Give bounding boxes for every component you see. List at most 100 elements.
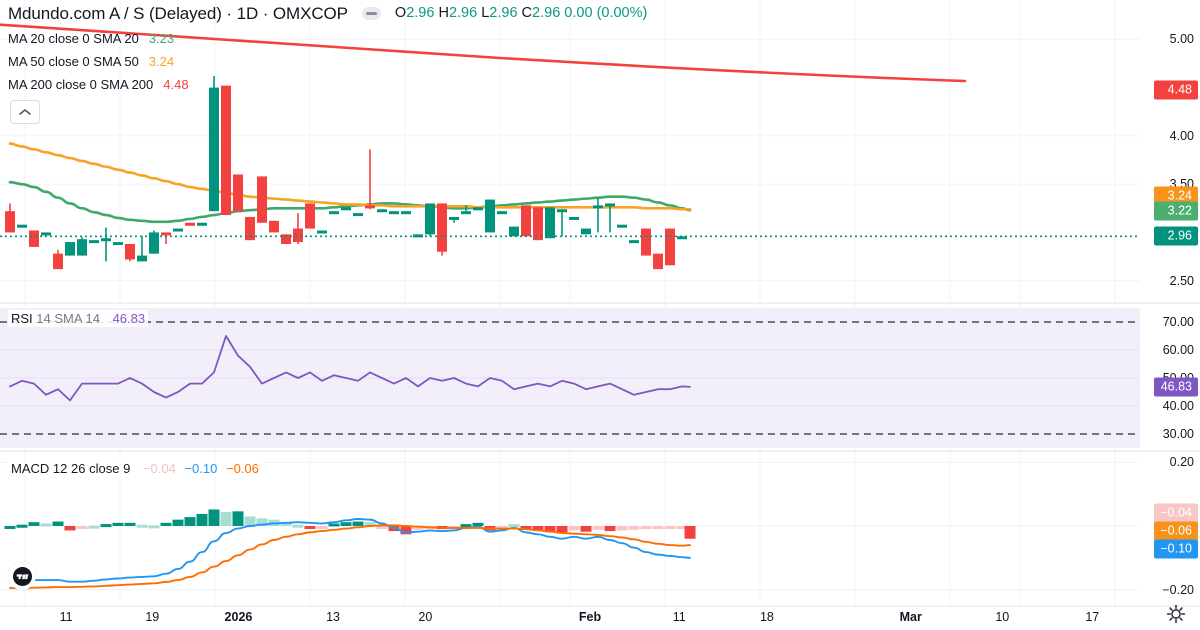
- macd-histogram-bar: [376, 526, 388, 529]
- macd-badge-macd: −0.10: [1154, 539, 1198, 559]
- macd-histogram-bar: [184, 517, 196, 526]
- candle-body: [413, 234, 423, 238]
- macd-histogram-bar: [28, 522, 40, 526]
- macd-slow: 26: [71, 461, 86, 476]
- gear-icon[interactable]: [1166, 604, 1186, 624]
- candle-body: [353, 213, 363, 217]
- macd-histogram-bar: [352, 521, 364, 526]
- candle-body: [341, 207, 351, 211]
- price-badge-last: 2.96: [1154, 226, 1198, 246]
- ohlc-close-value: 2.96: [532, 5, 561, 22]
- rsi-tick-4: 30.00: [1162, 427, 1194, 441]
- macd-histogram-bar: [640, 526, 652, 530]
- macd-histogram-bar: [616, 526, 628, 531]
- price-badge-ma200: 4.48: [1154, 80, 1198, 100]
- symbol-title: Mdundo.com A / S (Delayed) · 1D · OMXCOP: [8, 4, 348, 23]
- macd-signal-period: 9: [123, 461, 131, 476]
- rsi-sma-label: SMA: [54, 311, 82, 326]
- rsi-pane-legend[interactable]: RSI 14 SMA 14 46.83: [8, 310, 149, 327]
- ohlc-low-label: L: [481, 5, 490, 22]
- tradingview-logo-icon: [12, 566, 32, 586]
- time-label-1: 19: [145, 610, 160, 624]
- ma-legend-row-200[interactable]: MA 200 close 0 SMA 200 4.48: [8, 77, 647, 92]
- macd-histogram-bar: [556, 526, 568, 533]
- candle-body: [521, 205, 531, 237]
- candle-body: [545, 207, 555, 239]
- candle-body: [137, 255, 147, 262]
- rsi-tick-0: 70.00: [1162, 315, 1194, 329]
- candle-body: [65, 242, 75, 256]
- macd-label: MACD: [11, 461, 50, 476]
- candle-body: [17, 224, 27, 228]
- rsi-pane-background: [0, 308, 1140, 448]
- collapse-legend-button[interactable]: [10, 100, 40, 124]
- macd-fast: 12: [52, 461, 68, 476]
- macd-signal-value: −0.06: [226, 461, 259, 476]
- price-scale[interactable]: 5.00 4.00 3.50 2.50 4.48 3.24 3.22 2.96 70.00 60.…: [1130, 0, 1200, 606]
- macd-histogram-bar: [436, 526, 448, 530]
- macd-histogram-bar: [64, 526, 76, 531]
- ohlc-high-value: 2.96: [448, 5, 478, 22]
- macd-histogram-bar: [652, 526, 664, 529]
- ohlc-open-value: 2.96: [406, 5, 435, 22]
- candle-body: [389, 211, 399, 215]
- eye-hidden-icon[interactable]: [361, 7, 381, 20]
- rsi-badge-value: 46.83: [1154, 377, 1198, 397]
- macd-histogram-bar: [544, 526, 556, 532]
- macd-histogram-bar: [676, 526, 688, 529]
- time-label-3: 13: [326, 610, 341, 624]
- candle-body: [149, 232, 159, 254]
- candle-body: [305, 203, 315, 229]
- ma50-line: [8, 142, 692, 211]
- candle-body: [593, 205, 603, 209]
- macd-histogram-bar: [52, 521, 64, 526]
- candle-body: [233, 174, 243, 212]
- candle-body: [113, 242, 123, 246]
- macd-histogram-bar: [496, 526, 508, 529]
- macd-histogram-bar: [580, 526, 592, 532]
- macd-tick-2: −0.20: [1162, 582, 1194, 597]
- rsi-value: 46.83: [112, 311, 146, 326]
- macd-histogram-bar: [364, 522, 376, 526]
- macd-histogram-bar: [568, 526, 580, 531]
- candle-series: [5, 76, 687, 270]
- macd-histogram-bar: [340, 522, 352, 526]
- change-value: 0.00: [564, 5, 593, 22]
- macd-histogram-bar: [160, 522, 172, 526]
- macd-histogram-bar: [412, 526, 424, 530]
- candle-body: [245, 216, 255, 241]
- chevron-up-icon: [19, 109, 31, 115]
- macd-source: close: [89, 461, 120, 476]
- candle-body: [197, 222, 207, 226]
- candle-body: [185, 222, 195, 226]
- candle-body: [401, 211, 411, 215]
- macd-hist-value: −0.04: [142, 461, 176, 476]
- macd-histogram-bar: [316, 526, 328, 529]
- rsi-tick-1: 60.00: [1162, 343, 1194, 357]
- ma-legend-row-20[interactable]: MA 20 close 0 SMA 20 3.23: [8, 31, 647, 46]
- candle-body: [533, 207, 543, 241]
- candle-body: [41, 232, 51, 236]
- macd-histogram-bar: [268, 519, 280, 526]
- price-tick-0: 5.00: [1169, 32, 1194, 47]
- macd-histogram-bar: [304, 526, 316, 529]
- macd-histogram-bar: [100, 524, 112, 528]
- candle-body: [257, 176, 267, 223]
- macd-histogram-bar: [244, 516, 256, 526]
- time-label-4: 20: [418, 610, 433, 624]
- time-scale[interactable]: 11 19 2026 13 20 Feb 11 18 Mar 10 17: [0, 606, 1200, 630]
- macd-histogram-bar: [136, 524, 148, 528]
- macd-tick-0: 0.20: [1169, 455, 1194, 470]
- candle-body: [161, 232, 171, 236]
- price-tick-3: 2.50: [1169, 273, 1194, 288]
- macd-histogram-bar: [424, 526, 436, 529]
- macd-histogram-bar: [684, 526, 696, 539]
- candle-body: [449, 216, 459, 220]
- tradingview-logo[interactable]: [8, 562, 36, 590]
- macd-pane-legend[interactable]: MACD 12 26 close 9 −0.04 −0.10 −0.06: [8, 460, 262, 477]
- macd-badge-hist: −0.04: [1154, 503, 1198, 523]
- price-tick-1: 4.00: [1169, 128, 1194, 143]
- macd-histogram-bar: [112, 522, 124, 526]
- ma-legend-row-50[interactable]: MA 50 close 0 SMA 50 3.24: [8, 54, 647, 69]
